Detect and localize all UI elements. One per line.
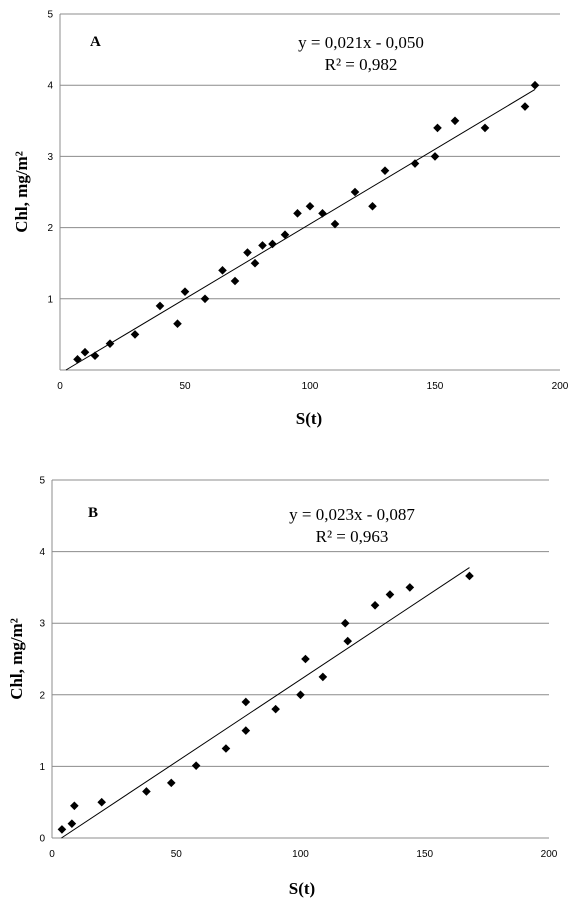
data-point [155, 301, 165, 311]
trendline-path [65, 89, 536, 371]
y-tick-label: 5 [39, 476, 45, 487]
data-point [405, 583, 415, 592]
data-point [90, 351, 100, 361]
trendline-path [61, 567, 470, 839]
data-point [450, 116, 460, 126]
data-point [530, 80, 540, 90]
data-point [250, 258, 260, 268]
data-point [318, 209, 327, 218]
grid-lines [60, 13, 560, 300]
data-point [191, 761, 201, 770]
data-point [293, 209, 302, 218]
y-axis-title: Chl, mg/m² [7, 618, 26, 700]
x-axis-title: S(t) [296, 409, 322, 428]
trendline [61, 567, 470, 839]
r-squared-label: R² = 0,963 [316, 527, 389, 546]
y-tick-label: 3 [39, 619, 45, 630]
data-point [296, 690, 305, 700]
data-point [67, 819, 77, 828]
regression-equation: y = 0,021x - 0,050 [298, 33, 424, 52]
data-point [218, 266, 227, 275]
y-axis-title: Chl, mg/m² [12, 151, 31, 233]
x-tick-label: 0 [49, 849, 55, 860]
data-point [230, 276, 240, 286]
data-point [380, 166, 390, 175]
data-point [318, 672, 328, 682]
data-point [385, 590, 395, 599]
x-axis-title: S(t) [289, 879, 315, 898]
data-point [520, 102, 530, 111]
trendline [65, 89, 536, 371]
data-point [280, 230, 290, 240]
data-point [465, 571, 474, 581]
y-tick-labels: 0 1 2 3 4 5 [39, 476, 45, 845]
data-point [73, 355, 82, 364]
data-point [130, 330, 140, 339]
y-tick-label: 1 [39, 762, 45, 773]
y-tick-label: 4 [47, 81, 53, 92]
data-point [268, 239, 277, 249]
data-point [370, 601, 380, 610]
data-point [57, 825, 67, 834]
data-point [105, 339, 115, 348]
x-tick-label: 200 [552, 381, 569, 392]
data-point [480, 123, 490, 133]
data-points [57, 571, 474, 834]
panel-label: B [88, 505, 98, 521]
y-tick-labels: 1 2 3 4 5 [47, 10, 53, 306]
r-squared-label: R² = 0,982 [325, 55, 398, 74]
data-point [340, 618, 350, 628]
x-tick-labels: 0 50 100 150 200 [57, 381, 569, 392]
y-tick-label: 2 [47, 223, 53, 234]
axes [51, 480, 549, 839]
data-points [73, 80, 540, 364]
x-tick-label: 200 [541, 849, 558, 860]
y-tick-label: 5 [47, 10, 53, 21]
panel-label: A [90, 34, 101, 50]
chart-panel-b: 0 1 2 3 4 5 0 50 100 150 200 B y = 0,023x - 0,087… [7, 476, 558, 899]
regression-equation: y = 0,023x - 0,087 [289, 505, 415, 524]
data-point [368, 201, 377, 211]
x-tick-labels: 0 50 100 150 200 [49, 849, 558, 860]
data-point [243, 248, 252, 257]
data-point [142, 787, 151, 796]
data-point [70, 801, 79, 811]
data-point [350, 187, 360, 197]
x-tick-label: 150 [416, 849, 433, 860]
data-point [200, 294, 210, 304]
data-point [173, 319, 182, 329]
data-point [241, 726, 251, 735]
x-tick-label: 50 [179, 381, 191, 392]
x-tick-label: 0 [57, 381, 63, 392]
x-tick-label: 100 [292, 849, 309, 860]
data-point [221, 744, 231, 753]
data-point [301, 654, 310, 664]
data-point [330, 219, 340, 229]
x-tick-label: 100 [302, 381, 319, 392]
data-point [180, 287, 190, 296]
y-tick-label: 1 [47, 294, 53, 305]
data-point [343, 636, 353, 646]
data-point [430, 152, 440, 161]
data-point [410, 159, 420, 168]
data-point [271, 704, 280, 714]
data-point [97, 797, 106, 807]
data-point [166, 778, 176, 788]
data-point [241, 697, 251, 707]
y-tick-label: 4 [39, 547, 45, 558]
y-tick-label: 2 [39, 690, 45, 701]
data-point [305, 201, 315, 211]
data-point [433, 123, 442, 133]
data-point [80, 347, 90, 357]
x-tick-label: 50 [171, 849, 183, 860]
x-tick-label: 150 [427, 381, 444, 392]
axes [59, 14, 560, 371]
y-tick-label: 3 [47, 152, 53, 163]
y-tick-label: 0 [39, 834, 45, 845]
data-point [258, 241, 267, 250]
